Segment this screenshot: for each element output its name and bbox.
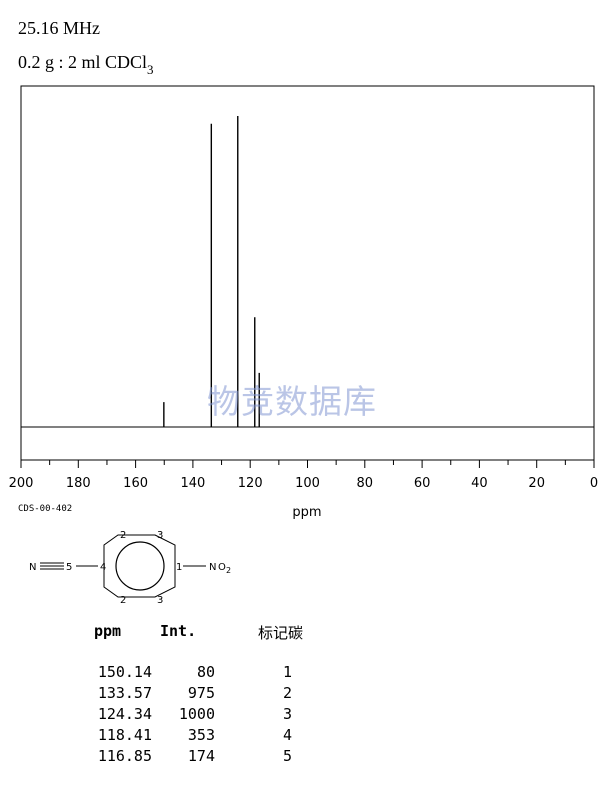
x-tick-label-0: 0 <box>590 476 598 491</box>
atom-o-subscript: 2 <box>226 566 231 575</box>
atom-label-3-top: 3 <box>157 530 163 541</box>
carbon-label-column: 1 2 3 4 5 <box>270 662 292 767</box>
int-column: 80 975 1000 353 174 <box>160 662 215 767</box>
table-cell-int: 975 <box>187 684 215 702</box>
table-cell-ppm: 124.34 <box>97 705 152 723</box>
x-tick-label-200: 200 <box>9 476 34 491</box>
x-tick-label-80: 80 <box>357 476 374 491</box>
molecule-structure: N 5 4 1 2 3 2 3 N O 2 <box>29 530 231 606</box>
x-tick-label-120: 120 <box>238 476 263 491</box>
compound-code: CDS-00-402 <box>18 504 73 514</box>
x-tick-label-140: 140 <box>180 476 205 491</box>
x-tick-label-20: 20 <box>528 476 545 491</box>
x-tick-label-180: 180 <box>66 476 91 491</box>
sample-subscript: 3 <box>147 62 154 77</box>
table-cell-label: 3 <box>282 705 292 723</box>
table-cell-label: 4 <box>282 726 292 744</box>
table-cell-int: 353 <box>187 726 215 744</box>
atom-label-2-bottom: 2 <box>120 595 126 606</box>
table-header-ppm: ppm <box>94 622 122 640</box>
atom-n-left: N <box>29 562 36 573</box>
tick-group <box>20 460 595 468</box>
watermark: 物竞数据库 <box>207 382 377 421</box>
atom-label-3-bottom: 3 <box>157 595 163 606</box>
table-header-carbon-label: 标记碳 <box>258 624 304 642</box>
table-cell-ppm: 118.41 <box>97 726 152 744</box>
atom-o: O <box>218 562 226 573</box>
x-tick-label-60: 60 <box>414 476 431 491</box>
x-tick-label-40: 40 <box>471 476 488 491</box>
table-cell-label: 5 <box>282 747 292 765</box>
table-cell-ppm: 150.14 <box>97 663 152 681</box>
frequency-label: 25.16 MHz <box>18 18 100 38</box>
atom-n-right: N <box>209 562 216 573</box>
atom-label-1: 1 <box>176 562 182 573</box>
table-cell-label: 1 <box>282 663 292 681</box>
nmr-spectrum-chart: 200 180 160 140 120 100 80 60 40 20 0 ppm <box>9 85 599 520</box>
benzene-ring <box>103 534 176 598</box>
table-cell-label: 2 <box>282 684 292 702</box>
table-header-int: Int. <box>160 622 197 640</box>
atom-label-4: 4 <box>100 562 106 573</box>
table-cell-ppm: 116.85 <box>97 747 152 765</box>
x-tick-label-100: 100 <box>295 476 320 491</box>
x-axis-label: ppm <box>292 505 321 520</box>
table-cell-ppm: 133.57 <box>97 684 152 702</box>
table-cell-int: 80 <box>196 663 215 681</box>
sample-main: 0.2 g : 2 ml CDCl <box>18 52 148 72</box>
tick-label-group: 200 180 160 140 120 100 80 60 40 20 0 <box>9 476 599 491</box>
ppm-column: 150.14 133.57 124.34 118.41 116.85 <box>82 662 152 767</box>
atom-label-5: 5 <box>66 562 72 573</box>
aromatic-circle <box>115 541 165 591</box>
table-cell-int: 1000 <box>178 705 215 723</box>
x-tick-label-160: 160 <box>123 476 148 491</box>
table-cell-int: 174 <box>187 747 215 765</box>
peak-group <box>163 116 260 427</box>
sample-label: 0.2 g : 2 ml CDCl3 <box>18 52 154 77</box>
atom-label-2-top: 2 <box>120 530 126 541</box>
